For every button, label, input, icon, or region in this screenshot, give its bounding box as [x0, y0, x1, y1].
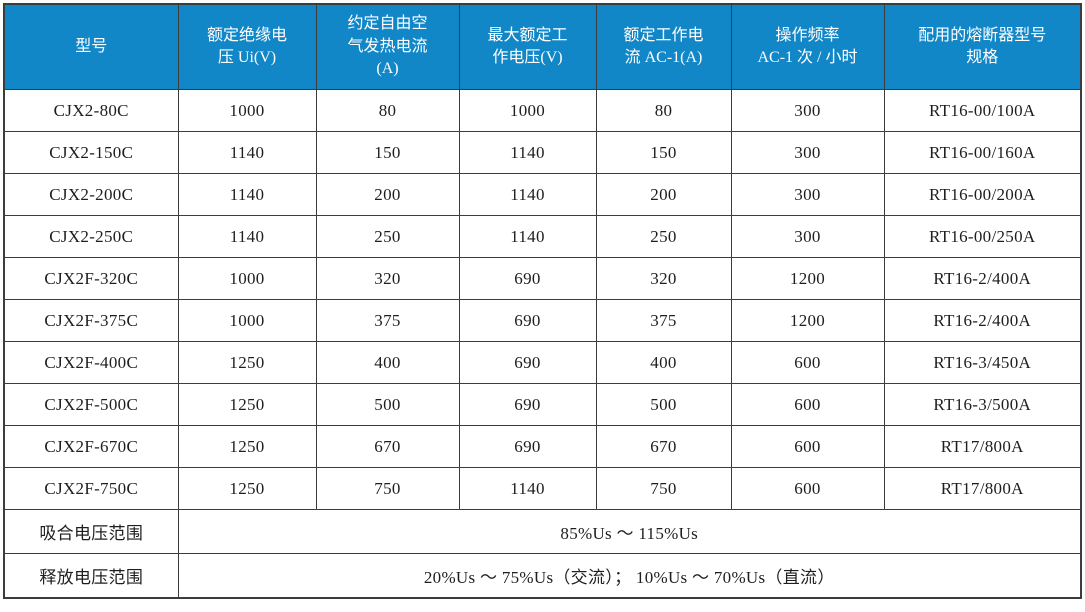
fuse-cell: RT16-3/450A	[883, 341, 1082, 384]
header-max-working-voltage: 最大额定工 作电压(V)	[458, 3, 597, 90]
table-row: CJX2F-320C 1000 320 690 320 1200 RT16-2/…	[3, 257, 1082, 300]
value-cell: 300	[730, 215, 885, 258]
header-operating-frequency: 操作频率 AC-1 次 / 小时	[730, 3, 885, 90]
value-cell: 1250	[177, 383, 317, 426]
value-cell: 500	[595, 383, 732, 426]
header-row: 型号 额定绝缘电 压 Ui(V) 约定自由空 气发热电流 (A) 最大额定工 作…	[3, 3, 1082, 90]
fuse-cell: RT17/800A	[883, 467, 1082, 510]
model-cell: CJX2-250C	[3, 215, 179, 258]
table-row: CJX2F-400C 1250 400 690 400 600 RT16-3/4…	[3, 341, 1082, 384]
value-cell: 1140	[458, 173, 597, 216]
value-cell: 300	[730, 89, 885, 132]
table-row: 释放电压范围 20%Us ～ 75%Us（交流）； 10%Us ～ 70%Us（…	[3, 553, 1082, 599]
value-cell: 600	[730, 425, 885, 468]
value-cell: 500	[315, 383, 460, 426]
model-cell: CJX2F-670C	[3, 425, 179, 468]
value-cell: 150	[315, 131, 460, 174]
value-cell: 600	[730, 467, 885, 510]
fuse-cell: RT16-00/200A	[883, 173, 1082, 216]
model-cell: CJX2F-375C	[3, 299, 179, 342]
header-model: 型号	[3, 3, 179, 90]
release-voltage-range-label: 释放电压范围	[3, 553, 179, 599]
model-cell: CJX2F-750C	[3, 467, 179, 510]
fuse-cell: RT16-00/100A	[883, 89, 1082, 132]
value-cell: 375	[595, 299, 732, 342]
value-cell: 1250	[177, 341, 317, 384]
value-cell: 80	[315, 89, 460, 132]
fuse-cell: RT16-3/500A	[883, 383, 1082, 426]
table-row: CJX2F-750C 1250 750 1140 750 600 RT17/80…	[3, 467, 1082, 510]
value-cell: 150	[595, 131, 732, 174]
value-cell: 400	[595, 341, 732, 384]
value-cell: 400	[315, 341, 460, 384]
value-cell: 1140	[458, 131, 597, 174]
value-cell: 250	[595, 215, 732, 258]
header-free-air-thermal-current: 约定自由空 气发热电流 (A)	[315, 3, 460, 90]
value-cell: 200	[595, 173, 732, 216]
spec-table: 型号 额定绝缘电 压 Ui(V) 约定自由空 气发热电流 (A) 最大额定工 作…	[3, 3, 1082, 599]
model-cell: CJX2F-400C	[3, 341, 179, 384]
value-cell: 320	[315, 257, 460, 300]
model-cell: CJX2F-500C	[3, 383, 179, 426]
table-row: CJX2-150C 1140 150 1140 150 300 RT16-00/…	[3, 131, 1082, 174]
value-cell: 750	[315, 467, 460, 510]
value-cell: 1140	[177, 215, 317, 258]
value-cell: 1000	[177, 257, 317, 300]
header-fuse-model: 配用的熔断器型号 规格	[883, 3, 1082, 90]
table-row: CJX2-200C 1140 200 1140 200 300 RT16-00/…	[3, 173, 1082, 216]
pickup-voltage-range-value: 85%Us ～ 115%Us	[177, 509, 1082, 554]
value-cell: 690	[458, 257, 597, 300]
table-row: CJX2-80C 1000 80 1000 80 300 RT16-00/100…	[3, 89, 1082, 132]
header-rated-working-current: 额定工作电 流 AC-1(A)	[595, 3, 732, 90]
value-cell: 250	[315, 215, 460, 258]
value-cell: 1200	[730, 257, 885, 300]
value-cell: 1140	[177, 173, 317, 216]
value-cell: 690	[458, 299, 597, 342]
model-cell: CJX2-200C	[3, 173, 179, 216]
value-cell: 670	[595, 425, 732, 468]
fuse-cell: RT16-2/400A	[883, 299, 1082, 342]
value-cell: 1000	[177, 89, 317, 132]
table-header: 型号 额定绝缘电 压 Ui(V) 约定自由空 气发热电流 (A) 最大额定工 作…	[3, 3, 1082, 90]
value-cell: 1000	[177, 299, 317, 342]
model-cell: CJX2-80C	[3, 89, 179, 132]
value-cell: 1140	[458, 215, 597, 258]
value-cell: 1200	[730, 299, 885, 342]
header-insulation-voltage: 额定绝缘电 压 Ui(V)	[177, 3, 317, 90]
table-body: CJX2-80C 1000 80 1000 80 300 RT16-00/100…	[3, 89, 1082, 599]
value-cell: 375	[315, 299, 460, 342]
table-row: CJX2F-375C 1000 375 690 375 1200 RT16-2/…	[3, 299, 1082, 342]
value-cell: 670	[315, 425, 460, 468]
value-cell: 300	[730, 173, 885, 216]
fuse-cell: RT16-2/400A	[883, 257, 1082, 300]
value-cell: 750	[595, 467, 732, 510]
value-cell: 1250	[177, 425, 317, 468]
fuse-cell: RT16-00/160A	[883, 131, 1082, 174]
model-cell: CJX2F-320C	[3, 257, 179, 300]
release-voltage-range-value: 20%Us ～ 75%Us（交流）； 10%Us ～ 70%Us（直流）	[177, 553, 1082, 599]
table-row: CJX2F-500C 1250 500 690 500 600 RT16-3/5…	[3, 383, 1082, 426]
value-cell: 690	[458, 383, 597, 426]
value-cell: 300	[730, 131, 885, 174]
value-cell: 1250	[177, 467, 317, 510]
value-cell: 320	[595, 257, 732, 300]
model-cell: CJX2-150C	[3, 131, 179, 174]
pickup-voltage-range-label: 吸合电压范围	[3, 509, 179, 554]
value-cell: 200	[315, 173, 460, 216]
table-row: CJX2F-670C 1250 670 690 670 600 RT17/800…	[3, 425, 1082, 468]
fuse-cell: RT17/800A	[883, 425, 1082, 468]
value-cell: 600	[730, 383, 885, 426]
value-cell: 690	[458, 341, 597, 384]
value-cell: 80	[595, 89, 732, 132]
value-cell: 1000	[458, 89, 597, 132]
fuse-cell: RT16-00/250A	[883, 215, 1082, 258]
table-row: CJX2-250C 1140 250 1140 250 300 RT16-00/…	[3, 215, 1082, 258]
value-cell: 1140	[177, 131, 317, 174]
value-cell: 1140	[458, 467, 597, 510]
table-row: 吸合电压范围 85%Us ～ 115%Us	[3, 509, 1082, 554]
value-cell: 600	[730, 341, 885, 384]
value-cell: 690	[458, 425, 597, 468]
